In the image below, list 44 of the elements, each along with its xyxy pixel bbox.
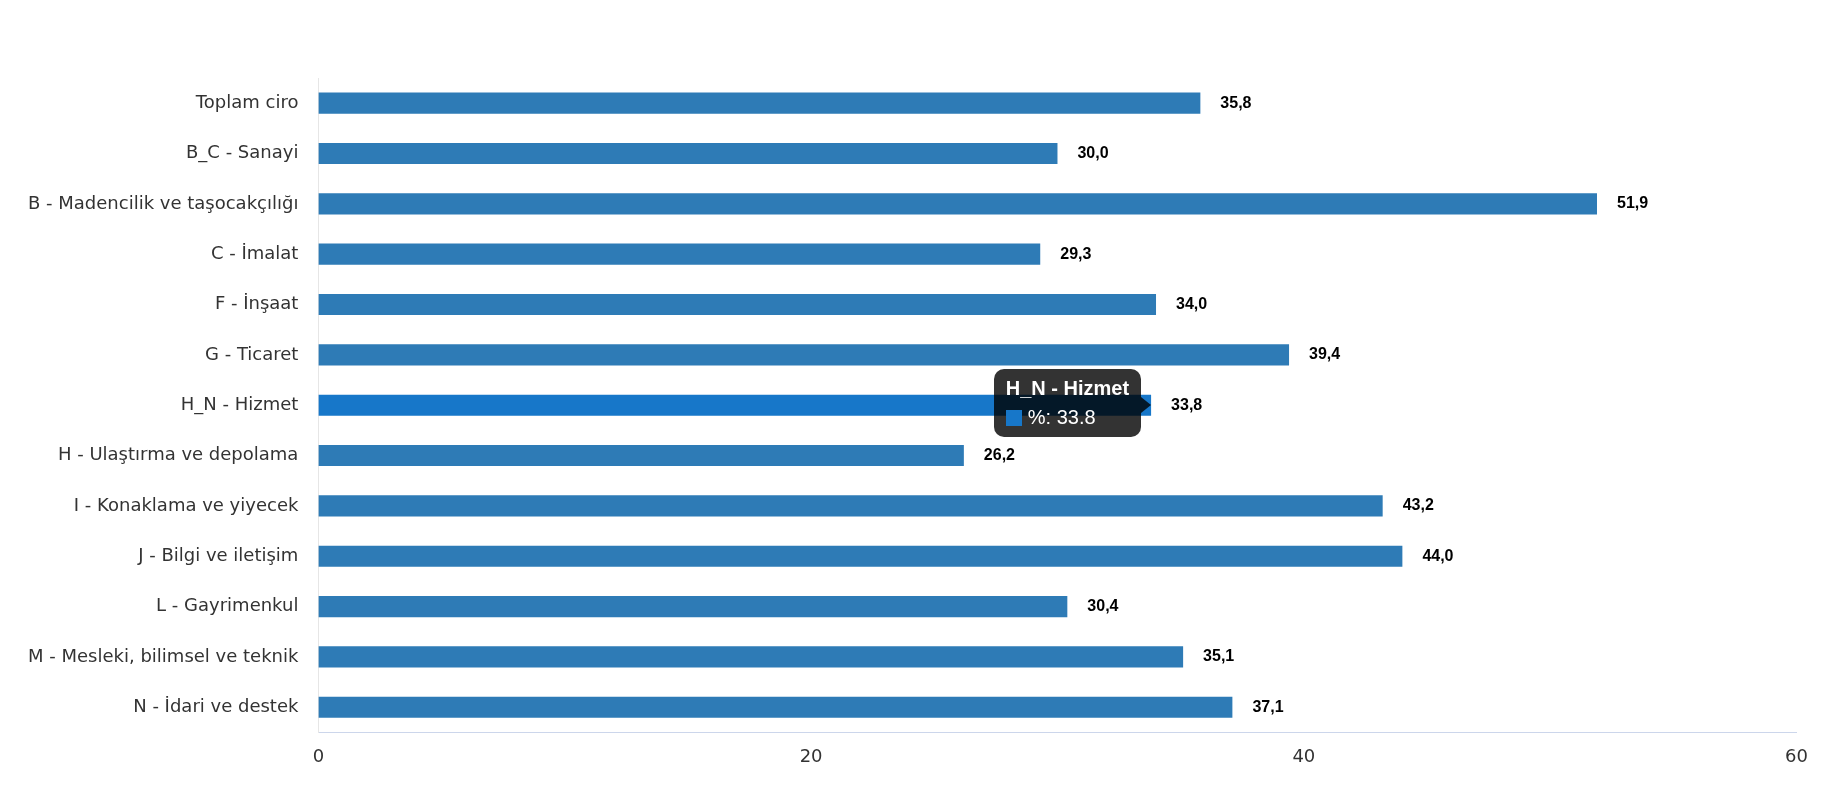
data-label: 34,0 [1176,294,1208,312]
bar [318,193,1597,215]
x-tick-label: 0 [312,744,325,766]
annotation: %: 33.8 [1027,406,1096,430]
x-tick-label: 40 [1292,744,1316,766]
bar [318,495,1383,517]
data-label: 35,1 [1203,647,1235,665]
bar [318,293,1157,316]
bar [318,243,1041,265]
data-label: 39,4 [1309,345,1341,363]
y-tick-label: C - İmalat [210,241,299,263]
x-tick-label: 20 [799,744,823,766]
y-tick-label: B_C - Sanayi [186,141,299,164]
bar [318,545,1403,567]
annotation: H_N - Hizmet [1005,377,1130,401]
data-label: 35,8 [1220,93,1252,111]
y-tick-label: M - Mesleki, bilimsel ve teknik [28,644,299,666]
y-tick-label: F - İnşaat [214,292,299,314]
data-label: 44,0 [1422,546,1454,564]
data-label: 37,1 [1252,697,1284,715]
x-tick-label: 60 [1785,744,1808,766]
y-tick-label: J - Bilgi ve iletişim [137,543,299,565]
y-tick-label: B - Madencilik ve taşocakçılığı [28,191,299,213]
y-tick-label: H_N - Hizmet [180,392,299,415]
bar [318,344,1290,366]
y-tick-label: H - Ulaştırma ve depolama [57,443,299,465]
y-tick-label: I - Konaklama ve yiyecek [73,493,299,515]
bar [318,595,1068,618]
data-label: 43,2 [1402,496,1434,514]
bar [318,92,1201,114]
data-label: 33,8 [1171,395,1203,413]
y-tick-label: L - Gayrimenkul [156,594,299,616]
y-tick-label: G - Ticaret [205,342,299,364]
bar [318,646,1184,668]
y-tick-label: Toplam ciro [194,90,299,112]
data-label: 51,9 [1617,194,1649,212]
bar [318,696,1233,718]
data-label: 30,0 [1077,143,1109,161]
y-tick-label: N - İdari ve destek [133,694,299,716]
bar [318,444,964,467]
data-label: 30,4 [1087,596,1119,614]
bar [318,142,1058,165]
data-label: 26,2 [983,445,1016,463]
data-label: 29,3 [1060,244,1092,262]
